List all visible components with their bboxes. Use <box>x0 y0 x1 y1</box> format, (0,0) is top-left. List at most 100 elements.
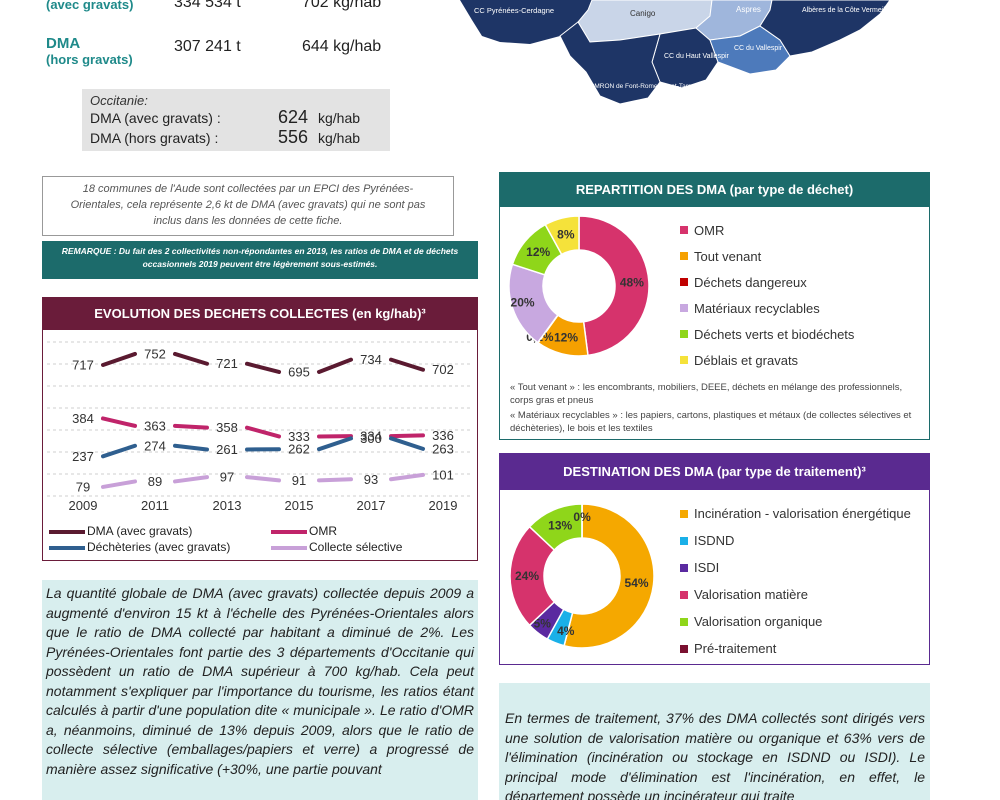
paragraph-right-bg <box>499 683 930 800</box>
destination-legend: Incinération - valorisation énergétique … <box>680 500 911 662</box>
series-1-label-0: 384 <box>72 411 94 426</box>
series-1-segment-2 <box>245 425 281 439</box>
evolution-xticks: 2009 2011 2013 2015 2017 2019 <box>69 498 458 513</box>
evolution-legend-item-2: Déchèteries (avec gravats) <box>49 540 230 554</box>
evolution-labels: 717 752 721 695 734 702 384 363 358 333 334 336 237 2… <box>72 346 454 494</box>
evolution-legend-item-0: DMA (avec gravats) <box>49 524 192 538</box>
occitanie-line1-unit: kg/hab <box>318 110 361 126</box>
occitanie-title: Occitanie: <box>90 93 148 108</box>
series-3-segment-4 <box>389 472 425 482</box>
map-label-0: CC Pyrénées-Cerdagne <box>474 6 554 15</box>
series-0-label-5: 702 <box>432 362 454 377</box>
x-tick-3: 2015 <box>285 498 314 513</box>
map-label-4: CC du Haut Vallespir <box>664 53 730 60</box>
dest-svg-slice-0 <box>563 503 655 649</box>
series-1-label-3: 333 <box>288 429 310 444</box>
rep-svg-label-1: 12% <box>554 330 578 344</box>
occitanie-line1-label: DMA (avec gravats) : <box>90 110 221 126</box>
map-region-cerdagne <box>460 0 592 44</box>
dest-svg-label-4: 13% <box>548 519 572 533</box>
series-0-label-2: 721 <box>216 356 238 371</box>
series-2-segment-1 <box>173 443 209 452</box>
destination-donut: 54% 4% 5% 24% 13%0% <box>509 503 655 649</box>
dest-legend-1: ISDND <box>680 527 911 554</box>
evolution-title: EVOLUTION DES DECHETS COLLECTES (en kg/h… <box>43 298 477 330</box>
series-3-segment-2 <box>245 475 281 483</box>
dest-svg-label-5: 0% <box>573 510 591 524</box>
series-2-segment-4 <box>389 436 425 451</box>
repartition-note-2: « Matériaux recyclables » : les papiers,… <box>510 410 912 434</box>
rep-legend-1: Tout venant <box>680 243 854 269</box>
repartition-note-1: « Tout venant » : les encombrants, mobil… <box>510 382 903 406</box>
repartition-title: REPARTITION DES DMA (par type de déchet) <box>500 173 929 207</box>
stat-row2-tonnes: 307 241 t <box>174 38 241 55</box>
dest-svg-label-1: 4% <box>557 624 575 638</box>
series-2-label-2: 261 <box>216 442 238 457</box>
dest-legend-2: ISDI <box>680 554 911 581</box>
x-tick-5: 2019 <box>429 498 458 513</box>
repartition-panel: REPARTITION DES DMA (par type de déchet)… <box>499 172 930 440</box>
rep-svg-slice-5 <box>544 215 580 256</box>
series-3-segment-0 <box>101 479 137 489</box>
repartition-donut: 48%12%0,1%20%12%8% <box>508 215 650 357</box>
series-3-label-0: 79 <box>76 479 90 494</box>
rep-legend-2: Déchets dangereux <box>680 269 854 295</box>
dest-legend-5: Pré-traitement <box>680 635 911 662</box>
rep-svg-label-4: 12% <box>526 245 550 259</box>
map-region-alberes <box>759 0 891 57</box>
series-0-segment-3 <box>317 357 353 374</box>
rep-legend-4: Déchets verts et biodéchets <box>680 321 854 347</box>
evolution-lines <box>101 351 425 489</box>
x-tick-2: 2013 <box>213 498 242 513</box>
dest-svg-label-0: 54% <box>625 576 649 590</box>
series-1-segment-0 <box>101 416 137 428</box>
aude-note: 18 communes de l'Aude sont collectées pa… <box>42 176 454 236</box>
occitanie-line2-value: 556 <box>278 127 309 147</box>
series-2-label-5: 263 <box>432 441 454 456</box>
evolution-chart: 717 752 721 695 734 702 384 363 358 333 334 336 237 2… <box>47 341 473 513</box>
series-3-segment-1 <box>173 475 209 484</box>
paragraph-left: La quantité globale de DMA (avec gravats… <box>42 580 478 800</box>
series-3-segment-3 <box>317 477 353 483</box>
series-0-label-0: 717 <box>72 358 94 373</box>
series-3-label-2: 97 <box>220 470 234 485</box>
dest-legend-0: Incinération - valorisation énergétique <box>680 500 911 527</box>
remark-banner: REMARQUE : Du fait des 2 collectivités n… <box>42 241 478 279</box>
occitanie-line2-label: DMA (hors gravats) : <box>90 130 219 146</box>
series-0-segment-4 <box>389 357 425 372</box>
series-1-segment-1 <box>173 423 209 430</box>
series-2-label-3: 262 <box>288 442 310 457</box>
series-0-segment-1 <box>173 351 209 366</box>
rep-svg-label-0: 48% <box>620 276 644 290</box>
map-label-2: Aspres <box>736 5 761 14</box>
occitanie-line2-unit: kg/hab <box>318 130 361 146</box>
dest-svg-label-2: 5% <box>534 616 552 630</box>
evolution-legend-item-3: Collecte sélective <box>271 540 402 554</box>
map-label-3: Albères de la Côte Vermeille et de l'Ill… <box>802 7 935 14</box>
rep-legend-0: OMR <box>680 217 854 243</box>
stat-row2-ratio: 644 kg/hab <box>302 38 382 55</box>
x-tick-4: 2017 <box>357 498 386 513</box>
rep-svg-slice-0 <box>578 215 650 357</box>
series-1-label-1: 363 <box>144 418 166 433</box>
dest-svg-label-3: 24% <box>515 569 539 583</box>
rep-legend-5: Déblais et gravats <box>680 347 854 373</box>
series-3-label-4: 93 <box>364 472 378 487</box>
x-tick-1: 2011 <box>141 498 169 513</box>
occitanie-box: Occitanie: DMA (avec gravats) : 624 kg/h… <box>82 89 390 151</box>
series-1-label-2: 358 <box>216 420 238 435</box>
series-3-label-5: 101 <box>432 467 454 482</box>
series-2-label-0: 237 <box>72 449 94 464</box>
territory-map: CC Pyrénées-Cerdagne Canigo Aspres Albèr… <box>460 0 935 105</box>
series-0-label-3: 695 <box>288 364 310 379</box>
paragraph-right: En termes de traitement, 37% des DMA col… <box>505 710 925 800</box>
evolution-legend-item-1: OMR <box>271 524 337 538</box>
map-region-font-romeu <box>559 21 661 105</box>
map-label-1: Canigo <box>630 9 656 18</box>
evolution-panel: EVOLUTION DES DECHETS COLLECTES (en kg/h… <box>42 297 478 561</box>
series-3-label-1: 89 <box>148 474 162 489</box>
dest-legend-4: Valorisation organique <box>680 608 911 635</box>
series-2-label-4: 300 <box>360 431 382 446</box>
rep-svg-label-3: 20% <box>511 295 535 309</box>
stat-row1-ratio: 702 kg/hab <box>302 0 382 11</box>
